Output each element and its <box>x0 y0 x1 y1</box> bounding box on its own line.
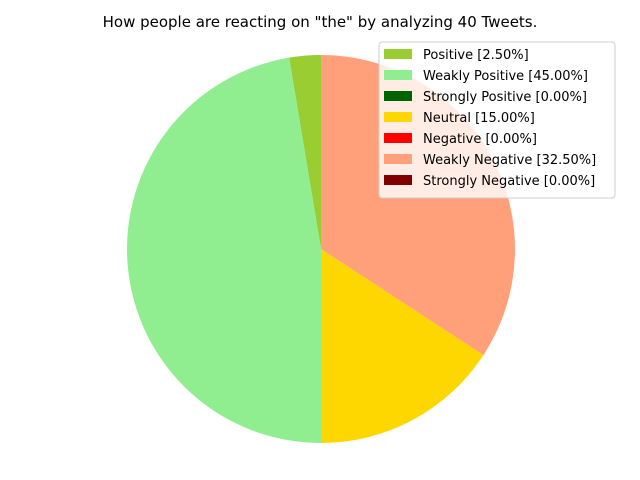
legend-swatch-0 <box>384 49 412 59</box>
legend-frame <box>378 41 616 199</box>
legend-label-3: Neutral [15.00%] <box>423 111 535 126</box>
legend-swatch-2 <box>384 91 412 101</box>
legend-label-4: Negative [0.00%] <box>423 132 537 147</box>
legend-label-1: Weakly Positive [45.00%] <box>423 69 588 84</box>
legend-swatch-4 <box>384 133 412 143</box>
chart-title: How people are reacting on "the" by anal… <box>103 13 538 31</box>
legend-label-0: Positive [2.50%] <box>423 48 529 63</box>
pie-slice-0 <box>289 55 321 249</box>
legend-label-5: Weakly Negative [32.50%] <box>423 153 596 168</box>
legend-swatch-5 <box>384 154 412 164</box>
legend-label-2: Strongly Positive [0.00%] <box>423 90 587 105</box>
pie-slice-3 <box>321 249 484 443</box>
legend: Positive [2.50%] Weakly Positive [45.00%]… <box>378 41 616 199</box>
pie-slice-1 <box>126 57 321 444</box>
legend-swatch-1 <box>384 70 412 80</box>
legend-swatch-6 <box>384 175 412 185</box>
legend-label-6: Strongly Negative [0.00%] <box>423 174 595 189</box>
legend-swatch-3 <box>384 112 412 122</box>
